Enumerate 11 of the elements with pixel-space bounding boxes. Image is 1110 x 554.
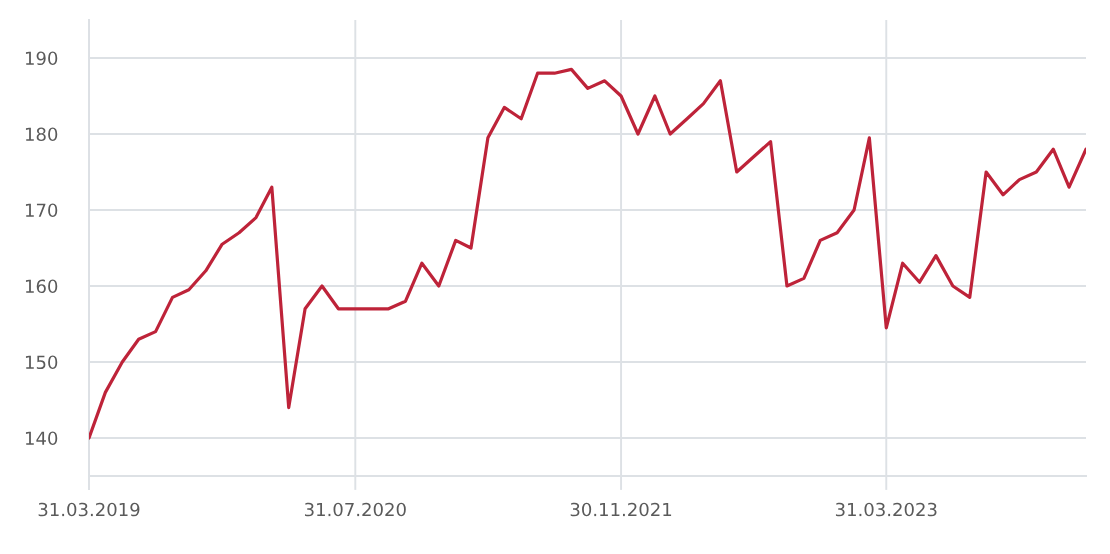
y-tick-label: 160 (25, 279, 58, 294)
x-tick-label: 30.11.2021 (570, 502, 672, 517)
x-tick-label: 31.03.2019 (38, 502, 140, 517)
y-tick-label: 180 (25, 127, 58, 142)
line-series (89, 67, 1086, 440)
y-tick-label: 170 (25, 203, 58, 218)
y-tick-label: 190 (25, 51, 58, 66)
x-tick-label: 31.03.2023 (835, 502, 937, 517)
y-tick-label: 140 (25, 431, 58, 446)
y-tick-label: 150 (25, 355, 58, 370)
x-tick-label: 31.07.2020 (304, 502, 406, 517)
